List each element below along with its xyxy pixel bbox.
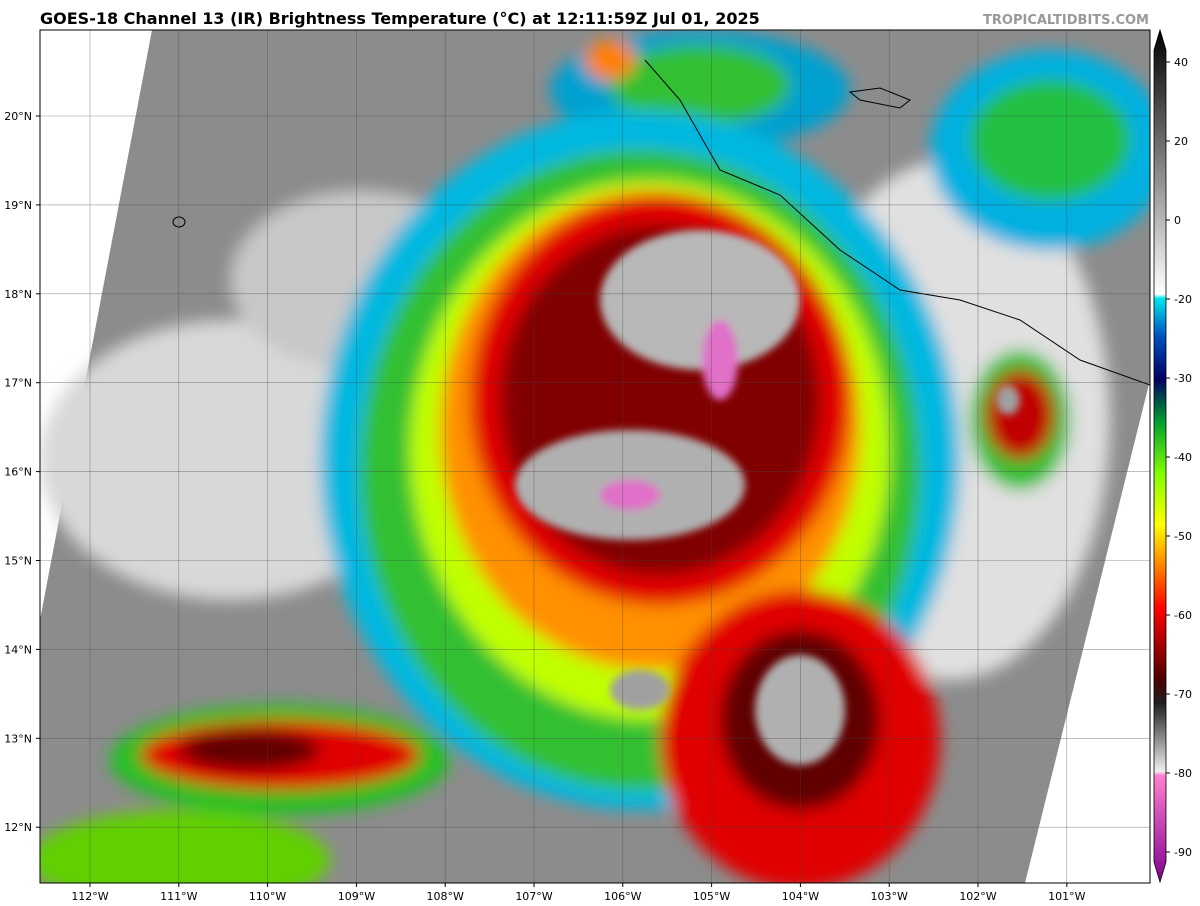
lon-label: 108°W [427,890,464,903]
colorbar-tick-label: -30 [1174,372,1192,385]
lon-label: 107°W [515,890,552,903]
lon-label: 101°W [1048,890,1085,903]
lon-label: 105°W [693,890,730,903]
colorbar-tick-label: 0 [1174,214,1181,227]
lat-label: 16°N [4,466,32,479]
lon-label: 104°W [782,890,819,903]
map-frame [39,29,1151,884]
colorbar-tick-label: -20 [1174,293,1192,306]
lon-label: 109°W [338,890,375,903]
lon-label: 112°W [71,890,108,903]
credit: TROPICALTIDBITS.COM [983,13,1149,28]
lon-label: 103°W [871,890,908,903]
lat-label: 15°N [4,555,32,568]
colorbar [1153,28,1167,884]
lat-label: 18°N [4,288,32,301]
lon-label: 106°W [604,890,641,903]
lon-label: 110°W [249,890,286,903]
lat-label: 12°N [4,821,32,834]
colorbar-tick-label: -60 [1174,609,1192,622]
colorbar-tick-label: -90 [1174,846,1192,859]
ir-imagery [40,30,1150,883]
lat-label: 13°N [4,732,32,745]
lat-label: 17°N [4,377,32,390]
lat-label: 19°N [4,199,32,212]
colorbar-tick-label: -70 [1174,688,1192,701]
map-title: GOES-18 Channel 13 (IR) Brightness Tempe… [40,9,760,28]
colorbar-tick-label: 20 [1174,135,1188,148]
lat-label: 14°N [4,643,32,656]
lon-label: 102°W [959,890,996,903]
colorbar-tick-label: 40 [1174,56,1188,69]
colorbar-tick-label: -40 [1174,451,1192,464]
colorbar-tick-label: -80 [1174,767,1192,780]
colorbar-tick-label: -50 [1174,530,1192,543]
lat-label: 20°N [4,110,32,123]
lon-label: 111°W [160,890,197,903]
